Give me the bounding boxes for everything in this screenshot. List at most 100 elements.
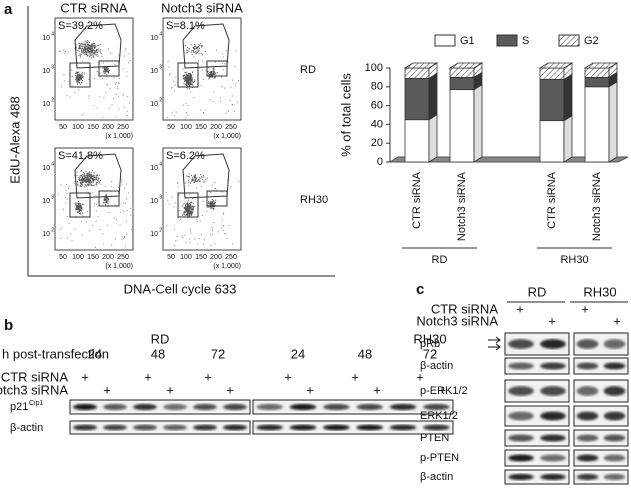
event-dot [86,173,88,175]
event-dot [111,53,113,55]
event-dot [74,79,76,81]
event-dot [60,184,62,186]
event-dot [87,176,89,178]
event-dot [91,177,93,179]
event-dot [190,91,192,93]
event-dot [65,184,67,186]
event-dot [87,174,89,176]
event-dot [74,174,76,176]
event-dot [77,83,79,85]
x-tick-label: 200 [102,124,114,131]
event-dot [76,171,78,173]
event-dot [234,110,236,112]
event-dot [81,45,83,47]
event-dot [212,68,214,70]
event-dot [79,78,81,80]
event-dot [75,78,77,80]
event-dot [179,209,181,211]
event-dot [87,181,89,183]
event-dot [128,53,130,55]
event-dot [210,233,212,235]
event-dot [86,53,88,55]
event-dot [65,189,67,191]
event-dot [81,182,83,184]
event-dot [201,215,203,217]
event-dot [189,210,191,212]
event-dot [77,74,79,76]
event-dot [81,176,83,178]
event-dot [211,74,213,76]
event-dot [192,206,194,208]
event-dot [96,204,98,206]
blot-label: PTEN [420,432,449,444]
x-scale-note: (x 1,000) [213,263,241,270]
x-tick-label: 50 [167,254,175,261]
band [576,434,599,442]
event-dot [73,182,75,184]
event-dot [237,101,239,103]
event-dot [66,193,68,195]
event-dot [80,205,82,207]
event-dot [71,240,73,242]
event-dot [209,191,211,193]
event-dot [85,44,87,46]
event-dot [92,50,94,52]
event-dot [229,99,231,101]
tick-base: 10 [42,231,50,238]
event-dot [91,171,93,173]
event-dot [190,211,192,213]
band [223,424,247,431]
event-dot [190,75,192,77]
event-dot [220,97,222,99]
event-dot [185,75,187,77]
event-dot [100,52,102,54]
event-dot [189,210,191,212]
blot-label: p-PTEN [420,452,459,464]
event-dot [167,61,169,63]
x-scale-note: (x 1,000) [213,133,241,140]
event-dot [212,74,214,76]
event-dot [212,76,214,78]
event-dot [78,42,80,44]
event-dot [107,206,109,208]
event-dot [193,174,195,176]
event-dot [189,230,191,232]
event-dot [89,176,91,178]
event-dot [191,72,193,74]
bar-top [538,62,574,69]
event-dot [190,80,192,82]
event-dot [88,172,90,174]
event-dot [187,75,189,77]
event-dot [84,181,86,183]
band [133,403,157,411]
x-tick-label: 100 [72,254,84,261]
event-dot [187,78,189,80]
event-dot [189,214,191,216]
event-dot [206,210,208,212]
event-dot [75,202,77,204]
event-dot [83,176,85,178]
event-dot [211,226,213,228]
event-dot [79,212,81,214]
event-dot [186,79,188,81]
event-dot [186,203,188,205]
time-label: 72 [211,346,225,361]
event-dot [79,204,81,206]
event-dot [191,206,193,208]
event-dot [213,72,215,74]
band [163,403,187,411]
plus-sign: + [226,382,234,397]
event-dot [184,83,186,85]
event-dot [168,73,170,75]
event-dot [209,71,211,73]
event-dot [192,50,194,52]
event-dot [186,206,188,208]
event-dot [125,183,127,185]
event-dot [80,76,82,78]
event-dot [83,113,85,115]
event-dot [225,112,227,114]
event-dot [86,43,88,45]
event-dot [193,97,195,99]
event-dot [188,76,190,78]
event-dot [215,199,217,201]
